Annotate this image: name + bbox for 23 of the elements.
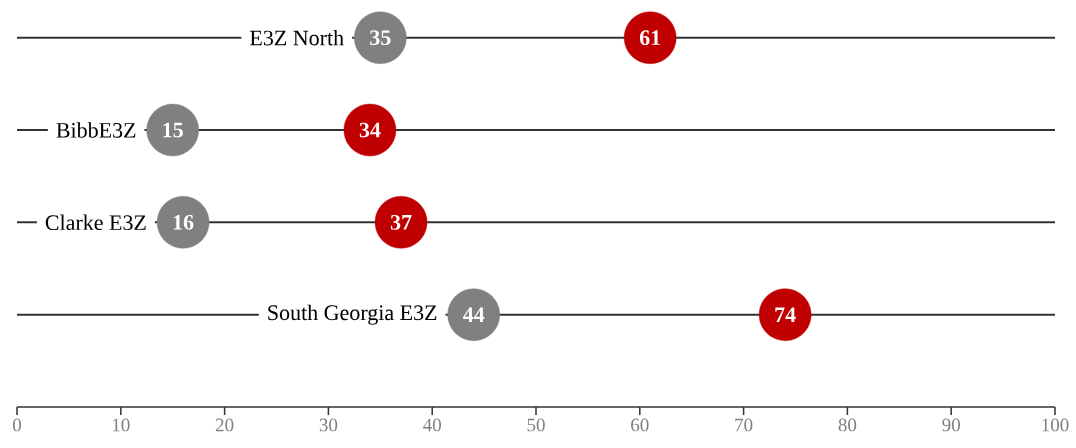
y-tick-label: Clarke E3Z	[45, 214, 146, 231]
data-label: 44	[463, 307, 485, 322]
data-label: 35	[370, 30, 391, 46]
x-tick-label: 100	[1042, 418, 1069, 432]
data-label: 34	[359, 122, 381, 138]
x-tick-label: 50	[527, 418, 545, 432]
x-tick-label: 80	[838, 418, 857, 432]
x-tick-label: 40	[423, 418, 441, 432]
x-tick-label: 10	[112, 418, 130, 432]
y-tick-label: BibbE3Z	[56, 122, 136, 138]
x-tick-label: 60	[631, 418, 649, 432]
x-tick-label: 90	[942, 418, 960, 432]
data-label: 74	[775, 307, 796, 322]
x-tick-label: 30	[319, 418, 338, 432]
y-tick-label: E3Z North	[250, 29, 344, 46]
x-tick-label: 20	[215, 418, 234, 432]
data-label: 37	[390, 214, 412, 230]
data-label: 61	[639, 30, 661, 46]
x-tick-label: 70	[735, 418, 753, 432]
y-tick-label: South Georgia E3Z	[268, 304, 437, 325]
x-tick-label: 0	[12, 418, 22, 432]
data-label: 16	[173, 214, 194, 230]
data-label: 15	[163, 122, 183, 138]
